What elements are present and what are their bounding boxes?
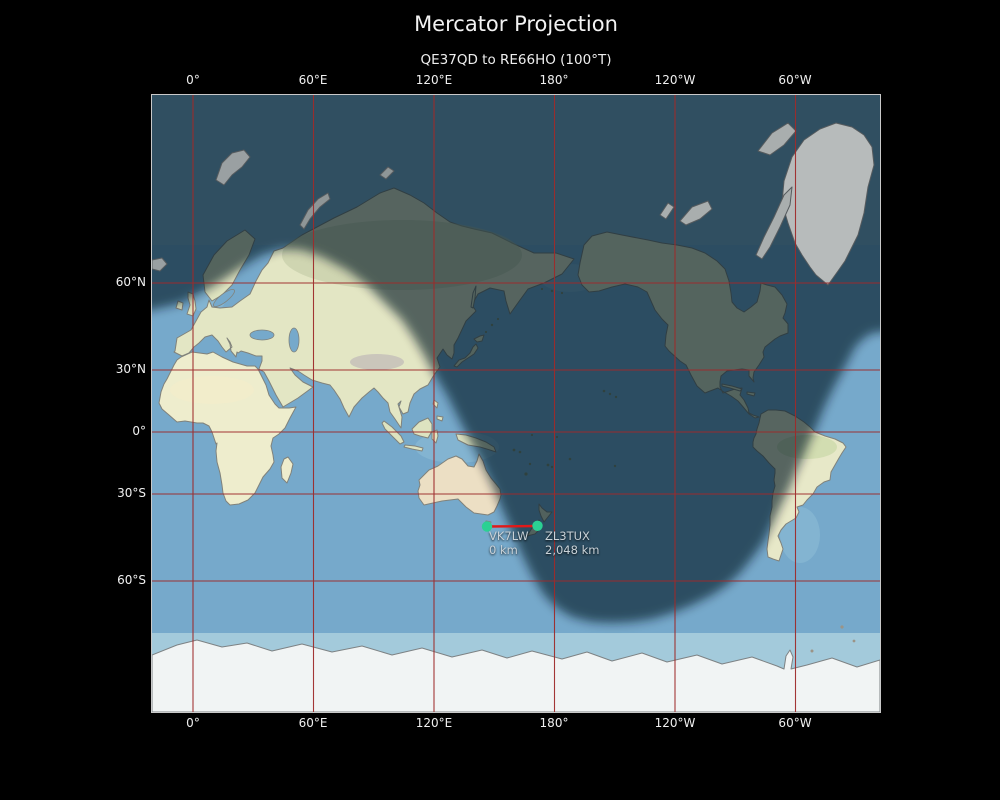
- lon-tick-bot-180: 180°: [539, 716, 569, 730]
- iceland: [152, 257, 168, 272]
- java: [403, 444, 424, 452]
- polar-ice: [152, 122, 880, 712]
- lon-tick-top-60e: 60°E: [298, 73, 328, 87]
- madagascar: [280, 456, 294, 484]
- greenland: [781, 122, 875, 286]
- lon-tick-top-120w: 120°W: [654, 73, 696, 87]
- subantarctic-islands: [810, 625, 856, 653]
- lon-tick-top-120e: 120°E: [415, 73, 453, 87]
- marker-zl3tux: [532, 520, 543, 531]
- svalbard: [215, 149, 251, 186]
- caspian-sea: [288, 327, 300, 353]
- baltic-sea: [213, 288, 235, 308]
- page-title: Mercator Projection: [414, 12, 618, 36]
- marker-vk7lw: [481, 521, 493, 532]
- night-overlay-group: [152, 95, 880, 623]
- sahara-tint: [170, 376, 254, 404]
- antarctica: [152, 639, 880, 712]
- mindanao: [436, 415, 444, 422]
- graticule: [152, 95, 880, 712]
- world-map: [152, 95, 880, 712]
- station-callsign: VK7LW: [489, 529, 529, 543]
- inland-seas: [213, 288, 300, 353]
- lat-tick-30n: 30°N: [115, 362, 146, 376]
- lat-tick-60s: 60°S: [117, 573, 146, 587]
- lon-tick-top-0: 0°: [186, 73, 200, 87]
- lon-tick-bot-120e: 120°E: [415, 716, 453, 730]
- night-terminator: [152, 95, 880, 623]
- map-subtitle: QE37QD to RE66HO (100°T): [420, 52, 612, 68]
- station-label-zl3tux: ZL3TUX 2,048 km: [545, 529, 599, 557]
- baffin-island: [755, 186, 793, 260]
- lon-tick-top-180: 180°: [539, 73, 569, 87]
- severnaya-zemlya: [379, 166, 395, 180]
- lon-tick-bot-60e: 60°E: [298, 716, 328, 730]
- station-distance: 0 km: [489, 543, 518, 557]
- novaya-zemlya: [299, 192, 331, 230]
- station-callsign: ZL3TUX: [545, 529, 590, 543]
- qso-path-layer: [481, 520, 543, 532]
- banks-island: [659, 202, 675, 220]
- victoria-island: [679, 200, 713, 226]
- himalaya-tint: [350, 354, 404, 370]
- lat-tick-60n: 60°N: [115, 275, 146, 289]
- lon-tick-bot-60w: 60°W: [778, 716, 812, 730]
- lon-tick-top-60w: 60°W: [778, 73, 812, 87]
- lon-tick-bot-0: 0°: [186, 716, 200, 730]
- lat-tick-0: 0°: [132, 424, 146, 438]
- geodesic-path: [486, 524, 538, 528]
- lon-tick-bot-120w: 120°W: [654, 716, 696, 730]
- station-label-vk7lw: VK7LW 0 km: [489, 529, 528, 557]
- borneo: [411, 417, 433, 439]
- station-distance: 2,048 km: [545, 543, 600, 557]
- black-sea: [249, 329, 275, 341]
- map-canvas: VK7LW 0 km ZL3TUX 2,048 km: [151, 94, 881, 713]
- lat-tick-30s: 30°S: [117, 486, 146, 500]
